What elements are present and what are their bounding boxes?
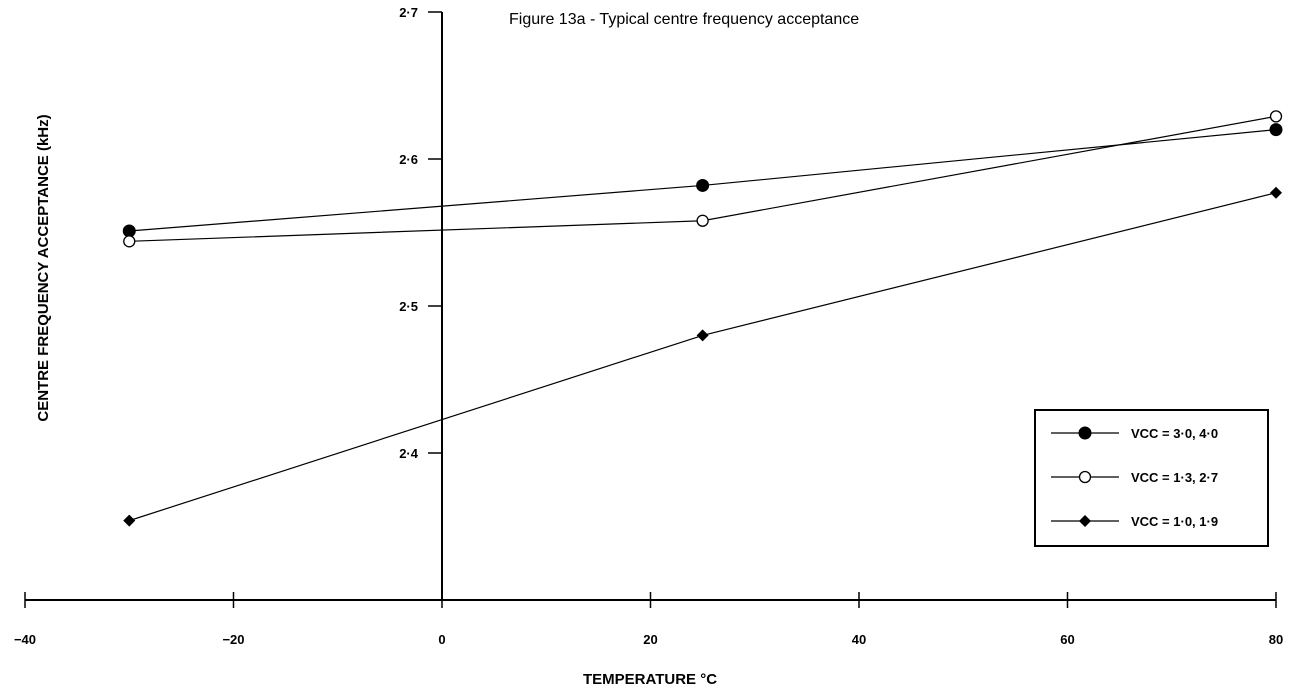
data-point	[696, 214, 709, 227]
data-point	[1269, 110, 1283, 123]
data-point	[123, 235, 136, 248]
chart-title: Figure 13a - Typical centre frequency ac…	[509, 11, 859, 28]
y-axis-title: CENTRE FREQUENCY ACCEPTANCE (kHz)	[35, 114, 52, 421]
y-tick-label: 2·4	[399, 446, 419, 461]
axes: −40 −20 0 20 40 60 80 2·4 2·5 2·6 2·7	[14, 5, 1283, 647]
y-tick-label: 2·6	[399, 152, 418, 167]
y-tick-label: 2·5	[399, 299, 418, 314]
x-tick-label: 40	[852, 632, 866, 647]
series-1	[122, 123, 1283, 238]
data-point	[696, 178, 710, 192]
x-tick-label: −40	[14, 632, 36, 647]
data-point	[123, 514, 136, 527]
legend-item: VCC = 3·0, 4·0	[1051, 426, 1218, 441]
legend-label: VCC = 1·0, 1·9	[1131, 514, 1218, 529]
series-3	[123, 186, 1282, 527]
x-tick-label: 20	[643, 632, 657, 647]
x-tick-label: −20	[222, 632, 244, 647]
y-tick-label: 2·7	[399, 5, 418, 20]
legend-marker	[1079, 515, 1091, 527]
series-2	[123, 110, 1283, 248]
x-axis-title: TEMPERATURE °C	[583, 671, 717, 688]
data-point	[696, 329, 709, 342]
legend: VCC = 3·0, 4·0 VCC = 1·3, 2·7 VCC = 1·0, 1…	[1034, 409, 1269, 547]
x-tick-label: 80	[1269, 632, 1283, 647]
legend-marker	[1078, 426, 1092, 440]
legend-label: VCC = 1·3, 2·7	[1131, 470, 1218, 485]
legend-item: VCC = 1·0, 1·9	[1051, 514, 1218, 529]
data-point	[1269, 123, 1283, 137]
legend-item: VCC = 1·3, 2·7	[1051, 470, 1218, 485]
legend-label: VCC = 3·0, 4·0	[1131, 426, 1218, 441]
x-tick-label: 0	[438, 632, 445, 647]
x-tick-label: 60	[1060, 632, 1074, 647]
legend-marker	[1078, 470, 1092, 484]
data-point	[1270, 186, 1282, 199]
series-layer	[122, 110, 1283, 527]
